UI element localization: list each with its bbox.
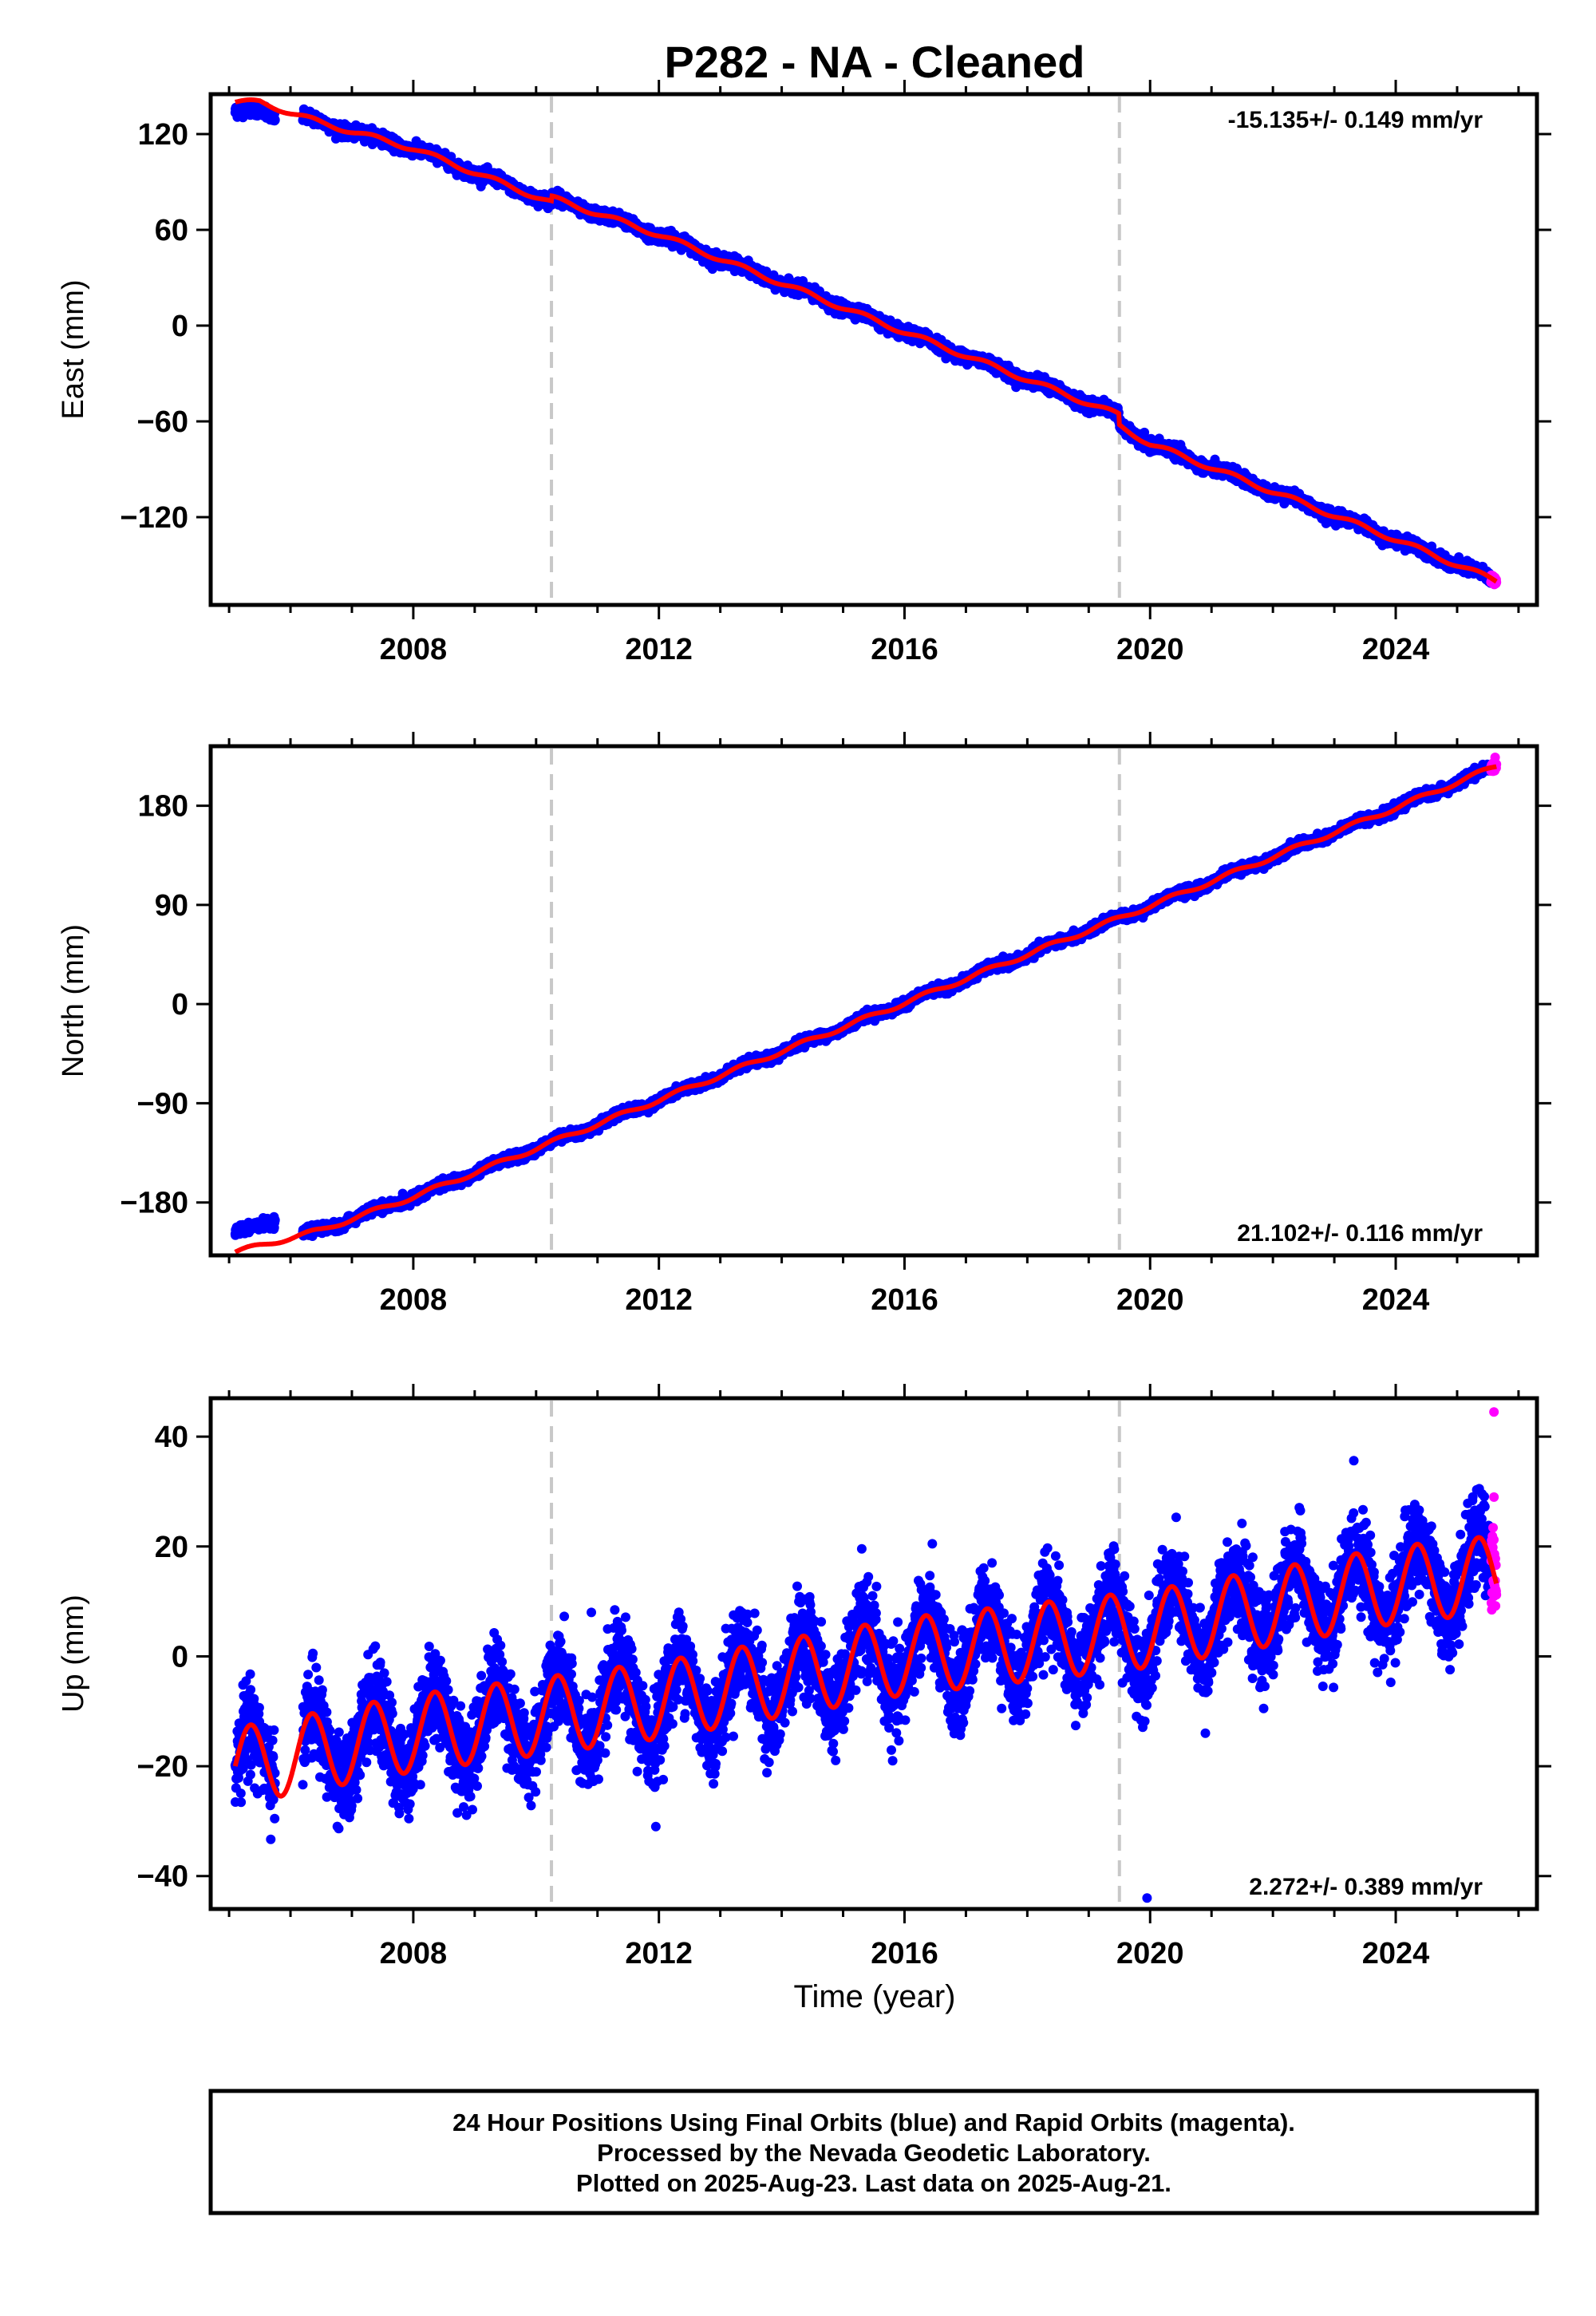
final-point [270,115,280,125]
figure-title: P282 - NA - Cleaned [665,37,1085,87]
east-points [230,99,1502,590]
